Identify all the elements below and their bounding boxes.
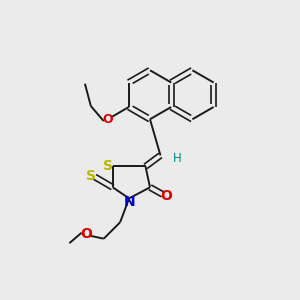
Text: O: O: [80, 227, 92, 241]
Text: H: H: [173, 152, 182, 166]
Text: S: S: [86, 169, 96, 183]
Text: O: O: [102, 113, 112, 126]
Text: N: N: [124, 195, 136, 209]
Text: O: O: [160, 189, 172, 203]
Text: S: S: [103, 159, 113, 173]
